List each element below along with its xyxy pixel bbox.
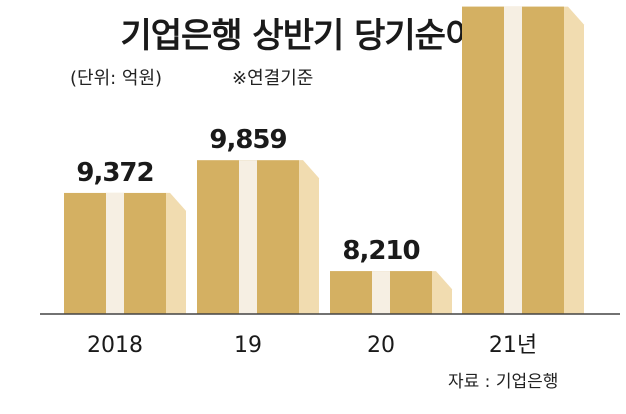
category-label-1: 2018 <box>87 333 143 358</box>
source-note: 자료 : 기업은행 <box>448 372 559 392</box>
category-label-2: 19 <box>234 333 262 358</box>
unit-note: (단위: 억원) <box>70 68 163 89</box>
value-label-3: 8,210 <box>342 236 419 266</box>
bar-side-1 <box>166 192 186 314</box>
basis-note: ※연결기준 <box>232 68 314 89</box>
bar-stripe-2 <box>239 160 257 314</box>
labels-group: 9,372 2018 9,859 19 8,210 20 12,143 21년 <box>76 0 561 358</box>
bar-stripe-3 <box>372 271 390 314</box>
category-label-3: 20 <box>367 333 395 358</box>
bar-stripe-4 <box>504 6 522 314</box>
bar-stripe-1 <box>106 192 124 314</box>
value-label-1: 9,372 <box>76 158 153 188</box>
value-label-4: 12,143 <box>466 0 560 2</box>
bars-group <box>64 6 584 314</box>
category-label-4: 21년 <box>489 333 537 358</box>
bar-side-3 <box>432 271 452 314</box>
bar-side-4 <box>564 6 584 314</box>
chart-title: 기업은행 상반기 당기순이익 <box>120 16 506 56</box>
value-label-2: 9,859 <box>209 125 286 155</box>
bar-side-2 <box>299 160 319 314</box>
